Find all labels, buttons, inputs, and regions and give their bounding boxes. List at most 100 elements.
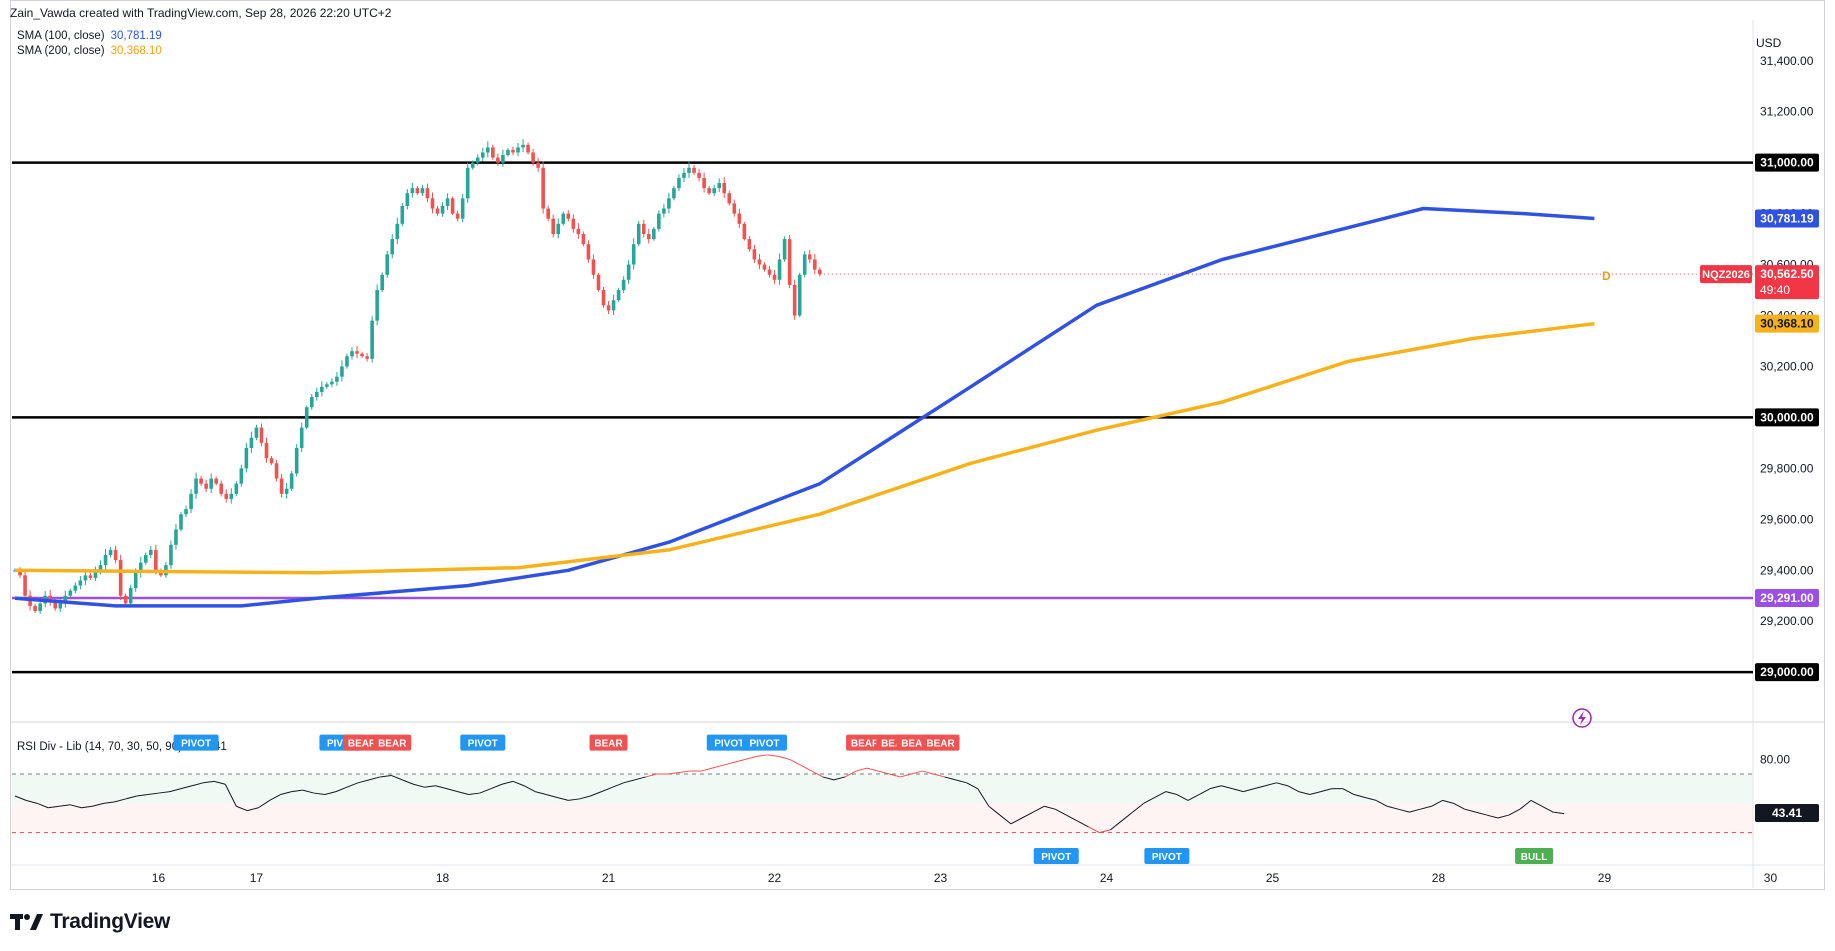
- candle-body: [179, 514, 183, 530]
- candle-body: [591, 259, 596, 275]
- candle-body: [576, 228, 581, 234]
- rsi-line-segment: [1132, 802, 1145, 813]
- sma100-line: [14, 206, 1595, 608]
- rsi-line-segment: [933, 773, 945, 778]
- rsi-line-segment: [324, 791, 337, 796]
- rsi-line-segment: [280, 791, 292, 796]
- candle-body: [184, 509, 188, 515]
- candle-body: [727, 193, 732, 204]
- rsi-signal-pivot-badge: [741, 734, 787, 751]
- rsi-line-segment: [180, 785, 193, 790]
- candle-body: [284, 488, 289, 494]
- candle-body: [566, 213, 571, 219]
- price-tick-label: 31,400.00: [1760, 54, 1814, 68]
- candle-body: [475, 157, 480, 163]
- rsi-line-segment: [203, 780, 215, 784]
- candle-body: [325, 384, 329, 387]
- rsi-line-segment: [546, 794, 558, 798]
- candle-body: [541, 167, 545, 209]
- rsi-line-segment: [1464, 808, 1476, 813]
- sma100-price-badge: [1755, 209, 1819, 228]
- rsi-signal-bear-badge: [846, 734, 885, 751]
- rsi-line-segment: [1475, 811, 1487, 816]
- level-price-badge: [1755, 153, 1819, 172]
- rsi-line-segment: [645, 773, 657, 778]
- level-price-label: 29,291.00: [1760, 591, 1814, 605]
- candle-body: [445, 198, 450, 206]
- candle-body: [18, 570, 22, 576]
- rsi-line-segment: [889, 773, 901, 778]
- chart-canvas[interactable]: 31,400.0031,200.0031,000.0030,800.0030,6…: [0, 0, 1835, 890]
- rsi-line-segment: [136, 794, 148, 797]
- sma100-legend[interactable]: SMA (100, close) 30,781.19: [17, 30, 162, 42]
- rsi-signal-pivot-label: PIVOT: [1041, 852, 1071, 863]
- candle-body: [48, 595, 53, 601]
- price-tick-label: 30,200.00: [1760, 359, 1814, 373]
- candle-body: [662, 208, 666, 214]
- rsi-line-segment: [1265, 782, 1277, 787]
- lightning-glyph: [1578, 711, 1586, 725]
- rsi-line-segment: [25, 799, 38, 804]
- rsi-line-segment: [1409, 808, 1421, 813]
- candle-body: [259, 427, 264, 443]
- candle-body: [470, 162, 475, 168]
- rsi-line-segment: [1044, 805, 1056, 810]
- rsi-line-segment: [1420, 805, 1432, 810]
- rsi-line-segment: [811, 770, 824, 778]
- rsi-line-segment: [169, 788, 182, 793]
- candle-body: [133, 572, 138, 589]
- candle-body: [88, 575, 93, 578]
- candle-body: [465, 167, 470, 199]
- countdown-label: 49:40: [1760, 283, 1790, 297]
- candle-body: [204, 483, 208, 489]
- candle-body: [601, 290, 606, 306]
- sma100-label: SMA (100, close): [17, 30, 105, 42]
- rsi-line-segment: [1431, 799, 1443, 807]
- time-tick-label: 22: [768, 871, 782, 885]
- candle-body: [717, 183, 721, 189]
- rsi-line-segment: [557, 796, 569, 801]
- rsi-line-segment: [147, 792, 159, 796]
- rsi-line-segment: [822, 776, 835, 781]
- candle-body: [435, 208, 440, 214]
- rsi-line-segment: [767, 754, 779, 757]
- rsi-line-segment: [1442, 799, 1454, 804]
- candle-body: [551, 218, 556, 234]
- daily-marker: D: [1602, 269, 1611, 283]
- candle-body: [103, 554, 108, 566]
- candle-body: [390, 239, 395, 255]
- time-tick-label: 28: [1432, 871, 1446, 885]
- candle-body: [732, 203, 737, 214]
- brand-name: TradingView: [50, 910, 171, 933]
- rsi-line-segment: [214, 780, 226, 785]
- candle-body: [78, 580, 83, 586]
- currency-label[interactable]: USD: [1756, 36, 1782, 50]
- candle-body: [380, 274, 384, 291]
- rsi-line-segment: [634, 776, 646, 781]
- rsi-line-segment: [191, 782, 204, 787]
- rsi-line-segment: [291, 789, 303, 793]
- candle-body: [611, 300, 616, 311]
- sma200-legend[interactable]: SMA (200, close) 30,368.10: [17, 45, 162, 57]
- rsi-line-segment: [523, 785, 536, 793]
- tradingview-logo[interactable]: TradingView: [10, 908, 170, 936]
- rsi-line-segment: [1088, 826, 1100, 834]
- symbol-badge: [1700, 265, 1752, 284]
- rsi-signal-bear-label: BEAR: [378, 739, 407, 750]
- rsi-signal-bear-label: BEAR: [881, 739, 910, 750]
- rsi-line-segment: [1486, 814, 1498, 819]
- candle-body: [199, 478, 203, 484]
- candle-body: [812, 259, 817, 270]
- rsi-line-segment: [534, 791, 547, 796]
- rsi-line-segment: [468, 792, 480, 796]
- rsi-line-segment: [944, 776, 956, 781]
- candle-body: [652, 228, 656, 240]
- candle-body: [682, 172, 686, 178]
- rsi-line-segment: [114, 798, 126, 803]
- candle-body: [23, 575, 27, 596]
- rsi-signal-pivot-label: PIVOT: [714, 739, 744, 750]
- rsi-line-segment: [1066, 814, 1078, 822]
- candle-body: [68, 590, 73, 596]
- rsi-line-segment: [745, 755, 757, 760]
- rsi-line-segment: [48, 805, 60, 809]
